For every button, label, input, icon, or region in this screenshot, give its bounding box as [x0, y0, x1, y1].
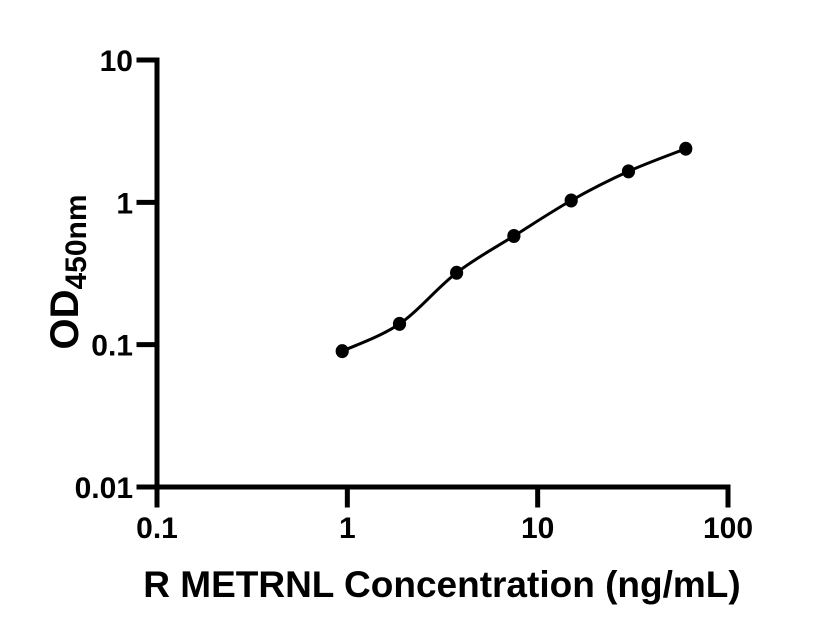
- y-axis-title-subscript: 450nm: [60, 194, 93, 289]
- x-axis-title: R METRNL Concentration (ng/mL): [143, 564, 740, 605]
- y-axis-title: OD450nm: [43, 194, 93, 349]
- axis-ticks: [136, 57, 731, 508]
- y-tick-label: 1: [116, 187, 133, 220]
- x-tick-label: 1: [339, 512, 356, 545]
- data-point: [564, 193, 578, 208]
- y-tick-label: 0.01: [75, 472, 133, 505]
- data-point: [507, 229, 521, 244]
- data-point: [679, 141, 693, 156]
- axes: [154, 57, 731, 490]
- x-tick-label: 100: [703, 512, 753, 545]
- y-tick-label: 10: [100, 45, 133, 78]
- data-point: [621, 164, 636, 179]
- data-point: [335, 344, 349, 359]
- y-tick-label: 0.1: [91, 330, 133, 363]
- data-point: [449, 265, 464, 280]
- y-axis-title-main: OD: [43, 290, 87, 350]
- x-tick-label: 10: [521, 512, 554, 545]
- x-tick-label: 0.1: [136, 512, 178, 545]
- data-series: [335, 141, 693, 359]
- data-point: [392, 316, 407, 331]
